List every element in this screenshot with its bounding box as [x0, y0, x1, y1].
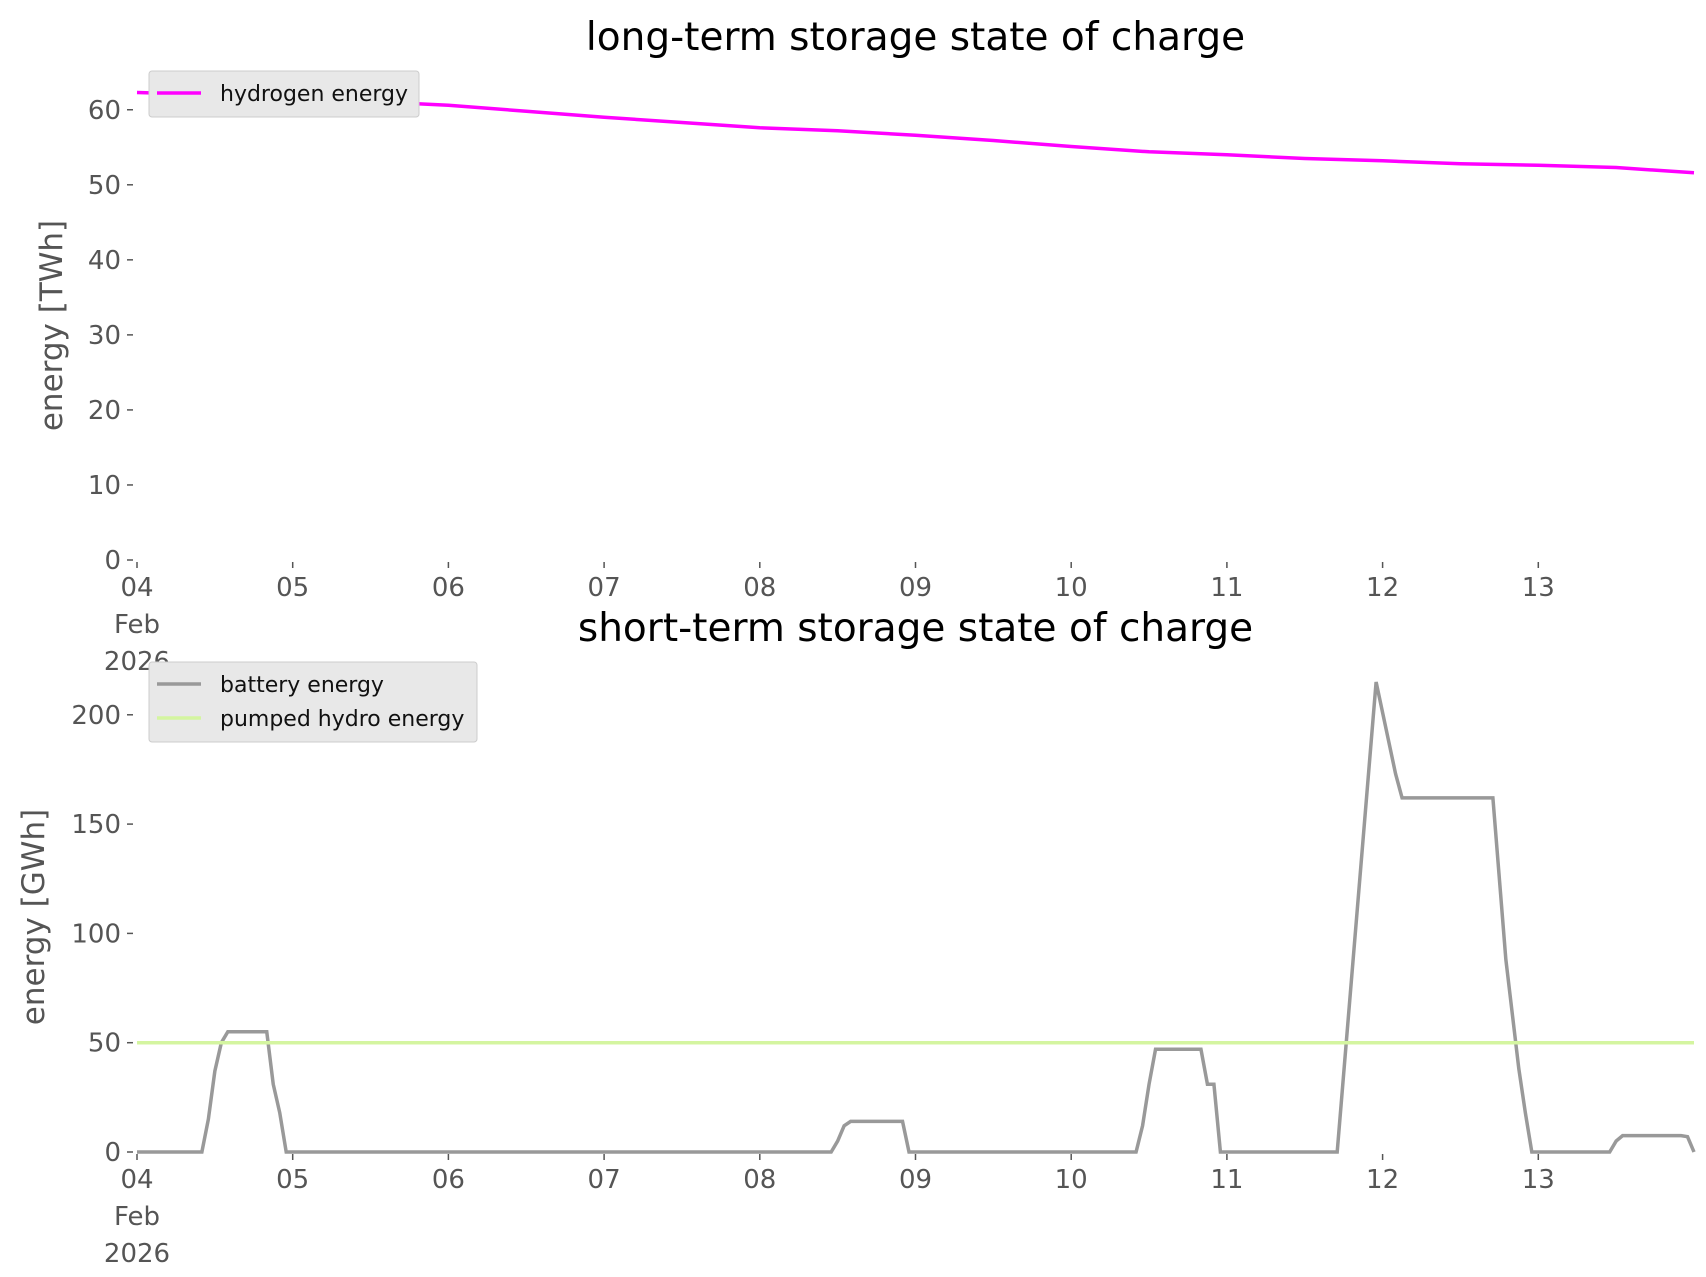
legend-label: hydrogen energy [220, 82, 408, 107]
y-tick-label: 20 [88, 396, 121, 426]
x-tick-label: 06 [432, 1165, 465, 1195]
x-tick-label: 10 [1055, 1165, 1088, 1195]
y-tick-label: 150 [71, 810, 121, 840]
y-tick-label: 0 [104, 546, 121, 576]
y-tick-label: 50 [88, 1029, 121, 1059]
y-tick-label: 200 [71, 701, 121, 731]
x-tick-label: 09 [899, 1165, 932, 1195]
legend-label: pumped hydro energy [220, 707, 464, 732]
y-axis-label: energy [TWh] [34, 220, 70, 431]
x-tick-label: 07 [588, 573, 621, 603]
x-tick-label: 08 [743, 573, 776, 603]
x-tick-label: 05 [276, 573, 309, 603]
x-tick-label: 12 [1366, 573, 1399, 603]
y-axis-label: energy [GWh] [16, 809, 52, 1025]
x-tick-label: 08 [743, 1165, 776, 1195]
legend-box [148, 70, 420, 118]
series-line [137, 681, 1696, 1154]
x-tick-label: 06 [432, 573, 465, 603]
chart-title: short-term storage state of charge [578, 606, 1253, 651]
x-tick-label: 04 Feb 2026 [104, 1165, 170, 1269]
x-tick-label: 13 [1522, 573, 1555, 603]
y-tick-label: 0 [104, 1138, 121, 1168]
x-tick-label: 10 [1055, 573, 1088, 603]
y-tick-label: 100 [71, 919, 121, 949]
x-tick-label: 04 Feb 2026 [104, 573, 170, 677]
y-tick-label: 10 [88, 471, 121, 501]
y-tick-label: 50 [88, 171, 121, 201]
x-tick-label: 13 [1522, 1165, 1555, 1195]
y-tick-label: 30 [88, 321, 121, 351]
x-tick-label: 05 [276, 1165, 309, 1195]
x-tick-label: 07 [588, 1165, 621, 1195]
legend-box [148, 661, 478, 743]
chart-title: long-term storage state of charge [586, 15, 1245, 60]
legend-label: battery energy [220, 673, 384, 698]
x-tick-label: 11 [1210, 573, 1243, 603]
x-tick-label: 09 [899, 573, 932, 603]
y-tick-label: 40 [88, 246, 121, 276]
x-tick-label: 12 [1366, 1165, 1399, 1195]
y-tick-label: 60 [88, 96, 121, 126]
x-tick-label: 11 [1210, 1165, 1243, 1195]
